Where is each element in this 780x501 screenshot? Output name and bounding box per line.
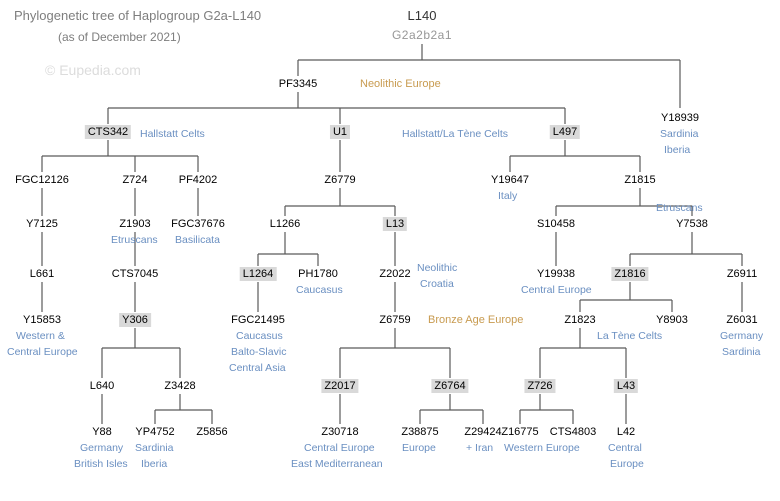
node-z1903: Z1903 xyxy=(119,218,150,230)
note-z1823: La Tène Celts xyxy=(597,330,662,342)
note-l42-a: Central xyxy=(608,442,642,454)
note-z38875: Europe xyxy=(402,442,436,454)
node-z2017: Z2017 xyxy=(321,380,358,392)
node-y15853: Y15853 xyxy=(23,314,61,326)
note-y88-b: British Isles xyxy=(74,458,128,470)
node-z6759: Z6759 xyxy=(379,314,410,326)
note-l42-b: Europe xyxy=(610,458,644,470)
node-z30718: Z30718 xyxy=(321,426,358,438)
note-y15853-a: Western & xyxy=(16,330,65,342)
note-fgc21495-a: Caucasus xyxy=(236,330,283,342)
node-l42: L42 xyxy=(617,426,635,438)
page-subtitle: (as of December 2021) xyxy=(58,30,181,44)
node-fgc37676: FGC37676 xyxy=(171,218,225,230)
note-fgc21495-c: Central Asia xyxy=(229,362,286,374)
node-y7538: Y7538 xyxy=(676,218,708,230)
node-z1816: Z1816 xyxy=(611,268,648,280)
node-fgc21495: FGC21495 xyxy=(231,314,285,326)
note-z6031-b: Sardinia xyxy=(722,346,761,358)
node-y19647: Y19647 xyxy=(491,174,529,186)
node-pf4202: PF4202 xyxy=(179,174,218,186)
node-root: L140 xyxy=(408,8,437,23)
node-pf3345: PF3345 xyxy=(279,78,318,90)
note-z1903: Etruscans xyxy=(111,234,158,246)
note-fgc21495-b: Balto-Slavic xyxy=(231,346,286,358)
note-z2022-b: Croatia xyxy=(420,278,454,290)
note-y19647: Italy xyxy=(498,190,517,202)
node-y88: Y88 xyxy=(92,426,112,438)
node-z38875: Z38875 xyxy=(401,426,438,438)
node-l661: L661 xyxy=(30,268,54,280)
node-z1815: Z1815 xyxy=(624,174,655,186)
node-cts4803: CTS4803 xyxy=(550,426,596,438)
note-y88-a: Germany xyxy=(80,442,123,454)
node-ph1780: PH1780 xyxy=(298,268,338,280)
note-yp4752-b: Iberia xyxy=(141,458,167,470)
node-root-sub: G2a2b2a1 xyxy=(392,28,452,42)
node-z6779: Z6779 xyxy=(324,174,355,186)
note-fgc37676: Basilicata xyxy=(175,234,220,246)
era-bronze: Bronze Age Europe xyxy=(428,314,523,326)
node-s10458: S10458 xyxy=(537,218,575,230)
node-y19938: Y19938 xyxy=(537,268,575,280)
note-y18939-a: Sardinia xyxy=(660,128,699,140)
note-z29424: + Iran xyxy=(466,442,493,454)
node-z16775: Z16775 xyxy=(501,426,538,438)
node-l1264: L1264 xyxy=(240,268,277,280)
node-z1823: Z1823 xyxy=(564,314,595,326)
note-z30718-b: East Mediterranean xyxy=(291,458,383,470)
node-z2022: Z2022 xyxy=(379,268,410,280)
node-cts342: CTS342 xyxy=(85,126,131,138)
era-neolithic: Neolithic Europe xyxy=(360,78,441,90)
note-y19938: Central Europe xyxy=(521,284,592,296)
note-z1815: Etruscans xyxy=(656,202,703,214)
note-z2022-a: Neolithic xyxy=(417,262,457,274)
node-l43: L43 xyxy=(614,380,638,392)
note-y18939-b: Iberia xyxy=(664,144,690,156)
node-y8903: Y8903 xyxy=(656,314,688,326)
node-z726: Z726 xyxy=(524,380,555,392)
node-fgc12126: FGC12126 xyxy=(15,174,69,186)
note-z6031-a: Germany xyxy=(720,330,763,342)
watermark: © Eupedia.com xyxy=(45,62,141,78)
note-cts342: Hallstatt Celts xyxy=(140,128,205,140)
node-y306: Y306 xyxy=(119,314,151,326)
node-z6031: Z6031 xyxy=(726,314,757,326)
page-title: Phylogenetic tree of Haplogroup G2a-L140 xyxy=(14,8,261,23)
node-z3428: Z3428 xyxy=(164,380,195,392)
node-yp4752: YP4752 xyxy=(135,426,174,438)
note-z16775: Western Europe xyxy=(504,442,580,454)
node-z5856: Z5856 xyxy=(196,426,227,438)
node-cts7045: CTS7045 xyxy=(112,268,158,280)
note-y15853-b: Central Europe xyxy=(7,346,78,358)
node-z6764: Z6764 xyxy=(431,380,468,392)
node-z724: Z724 xyxy=(122,174,147,186)
node-y18939: Y18939 xyxy=(661,112,699,124)
node-l1266: L1266 xyxy=(270,218,301,230)
node-u1: U1 xyxy=(330,126,350,138)
node-z29424: Z29424 xyxy=(464,426,501,438)
note-u1: Hallstatt/La Tène Celts xyxy=(402,128,508,140)
node-z6911: Z6911 xyxy=(727,268,757,280)
note-yp4752-a: Sardinia xyxy=(135,442,174,454)
note-ph1780: Caucasus xyxy=(296,284,343,296)
node-l640: L640 xyxy=(90,380,114,392)
node-l13: L13 xyxy=(383,218,407,230)
note-z30718-a: Central Europe xyxy=(304,442,375,454)
node-l497: L497 xyxy=(550,126,580,138)
node-y7125: Y7125 xyxy=(26,218,58,230)
